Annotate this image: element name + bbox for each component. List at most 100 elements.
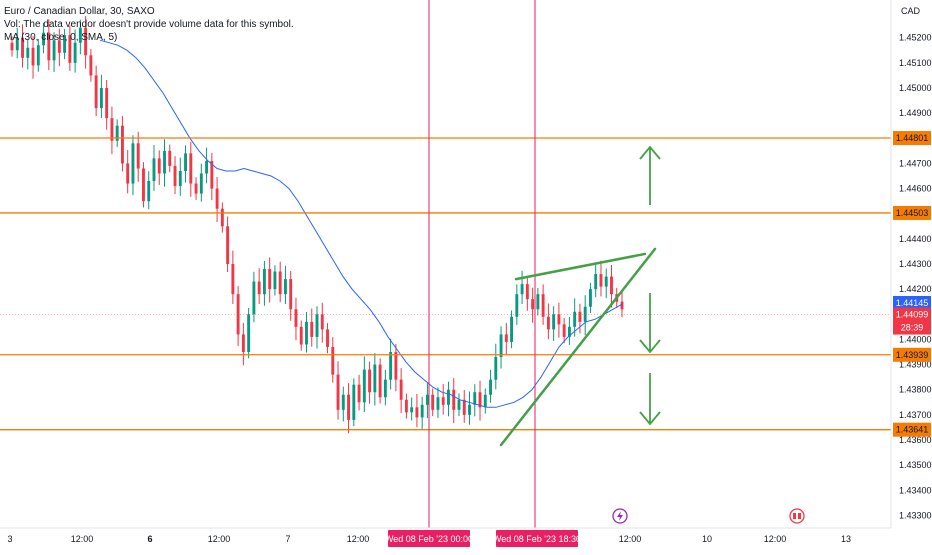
candle	[394, 343, 398, 392]
dividend-event-icon[interactable]	[612, 508, 628, 524]
candle	[331, 337, 335, 383]
candle	[21, 24, 24, 68]
candle	[278, 261, 282, 303]
candle	[94, 65, 98, 117]
currency-label: CAD	[901, 6, 921, 16]
candle	[415, 393, 419, 428]
candle	[226, 216, 230, 273]
candle	[594, 264, 598, 298]
price-tick-label: 1.43600	[899, 435, 932, 445]
candle	[142, 162, 145, 208]
ma-indicator-label[interactable]: MA (30, close, 0, SMA, 5)	[4, 32, 118, 43]
candle	[425, 383, 429, 419]
candle	[389, 338, 393, 390]
level-price-badge: 1.44503	[893, 205, 931, 220]
candle	[131, 135, 135, 196]
arrow-down-icon[interactable]	[639, 373, 661, 426]
candle	[305, 312, 308, 353]
candle	[531, 287, 535, 323]
candle	[199, 163, 203, 202]
candle	[352, 378, 356, 427]
time-tick-label: 7	[285, 534, 290, 544]
price-tick-label: 1.44000	[899, 334, 932, 344]
candle	[320, 302, 324, 343]
svg-text:1.44099: 1.44099	[896, 310, 929, 320]
candle	[220, 202, 224, 233]
time-marker-badge[interactable]: Wed 08 Feb '23 18:30	[493, 530, 581, 547]
candle	[78, 19, 82, 55]
time-tick-label: 3	[7, 534, 12, 544]
candle	[120, 115, 124, 172]
candle	[462, 389, 466, 423]
candle	[231, 250, 235, 304]
candle	[26, 39, 30, 70]
level-price-badge: 1.43939	[893, 347, 931, 362]
candle	[357, 374, 361, 411]
candle	[57, 28, 61, 67]
vertical-lines-layer	[428, 0, 536, 528]
price-tick-label: 1.44400	[899, 234, 932, 244]
candle	[546, 303, 550, 340]
candle	[294, 297, 298, 341]
candle	[252, 271, 256, 323]
price-tick-label: 1.43700	[899, 410, 932, 420]
lower-wedge-trendline[interactable]	[499, 247, 657, 447]
price-axis: CAD 1.45200 1.45100 1.45000 1.44900 1.44700 1…	[890, 0, 932, 528]
candle	[452, 378, 456, 424]
candle	[178, 157, 182, 196]
svg-text:1.44801: 1.44801	[896, 133, 929, 143]
price-tick-label: 1.43900	[899, 360, 932, 370]
candle	[310, 308, 314, 347]
levels-layer	[0, 137, 891, 431]
svg-text:1.44145: 1.44145	[896, 298, 929, 308]
candle	[504, 322, 508, 356]
candle	[268, 257, 272, 303]
candle	[536, 287, 540, 316]
candle	[478, 380, 482, 421]
svg-text:1.43939: 1.43939	[896, 350, 929, 360]
candle	[189, 141, 193, 197]
candle	[326, 323, 329, 354]
price-tick-label: 1.43300	[899, 510, 932, 520]
candle	[210, 152, 214, 201]
candle	[604, 268, 608, 299]
candle	[436, 387, 440, 418]
price-badges-layer: 1.44801 1.44503 1.43939 1.43641 1.44145 1.440…	[893, 131, 931, 437]
candle	[89, 49, 93, 82]
symbol-title[interactable]: Euro / Canadian Dollar, 30, SAXO	[4, 6, 155, 17]
candle	[383, 369, 387, 406]
candle	[163, 139, 166, 187]
time-marker-badge[interactable]: Wed 08 Feb '23 00:00	[385, 530, 473, 547]
arrow-down-icon[interactable]	[639, 293, 661, 354]
candle	[136, 131, 140, 182]
time-tick-label: 12:00	[71, 534, 94, 544]
arrows-layer	[639, 145, 661, 426]
arrow-up-icon[interactable]	[639, 145, 661, 205]
price-tick-label: 1.45100	[899, 58, 932, 68]
candle	[289, 271, 293, 321]
price-tick-label: 1.44900	[899, 108, 932, 118]
economic-event-flag-icon[interactable]	[789, 508, 805, 524]
candle	[36, 38, 40, 72]
candle	[341, 386, 345, 422]
candle	[168, 144, 172, 173]
candle	[483, 388, 487, 414]
candle	[557, 302, 561, 338]
price-tick-label: 1.43800	[899, 385, 932, 395]
candle	[552, 306, 556, 341]
upper-wedge-trendline[interactable]	[514, 252, 647, 281]
candle	[573, 298, 577, 337]
candle	[52, 32, 56, 72]
price-tick-label: 1.43400	[899, 485, 932, 495]
candle	[368, 361, 372, 404]
price-tick-label: 1.43500	[899, 460, 932, 470]
svg-text:1.43641: 1.43641	[896, 425, 929, 435]
candle	[31, 36, 35, 79]
candle	[99, 74, 103, 118]
candle	[599, 260, 603, 297]
candle	[63, 28, 67, 60]
candle	[447, 381, 450, 417]
candle	[47, 19, 51, 71]
